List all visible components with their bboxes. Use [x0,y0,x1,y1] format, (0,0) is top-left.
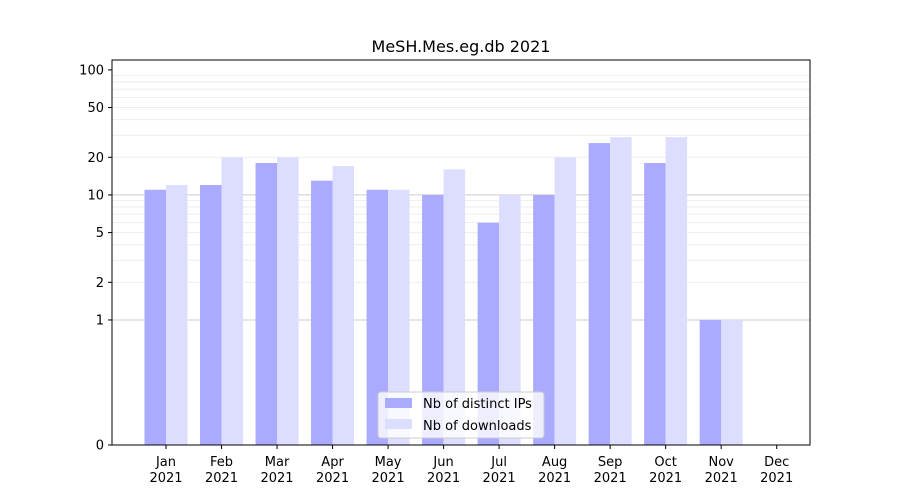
x-tick-label-year: 2021 [594,471,627,486]
bar-distinct-ips [699,319,722,445]
plot-frame [111,59,811,446]
bar-distinct-ips [588,143,611,445]
x-tick-label-year: 2021 [705,471,738,486]
legend-label-distinct-ips: Nb of distinct IPs [423,397,532,412]
x-tick-label-year: 2021 [372,471,405,486]
bar-downloads [166,185,188,445]
x-axis: Jan2021Feb2021Mar2021Apr2021May2021Jun20… [149,445,793,486]
y-tick-label: 0 [96,439,104,454]
x-tick-label-year: 2021 [538,471,571,486]
bar-downloads [721,319,743,445]
x-tick-label-month: Sep [598,455,623,470]
x-tick-label-month: Apr [321,455,344,470]
y-tick-label: 20 [87,151,104,166]
legend-box [377,391,545,439]
x-tick-label-year: 2021 [427,471,460,486]
bar-distinct-ips [477,222,500,445]
legend: Nb of distinct IPs Nb of downloads [377,391,545,439]
x-tick-label-year: 2021 [483,471,516,486]
legend-swatch-distinct-ips [385,398,412,408]
y-tick-label: 2 [96,276,104,291]
x-tick-label-month: Feb [210,455,233,470]
bar-distinct-ips [311,180,333,445]
bar-downloads [610,137,632,445]
bar-downloads [499,194,521,445]
chart-title: MeSH.Mes.eg.db 2021 [372,37,551,56]
bar-downloads [554,157,577,445]
y-tick-label: 1 [96,313,104,328]
x-tick-label-year: 2021 [205,471,238,486]
bar-distinct-ips [366,189,389,445]
y-tick-label: 10 [87,188,104,203]
y-tick-label: 50 [87,101,104,116]
bar-distinct-ips [644,163,666,445]
bar-distinct-ips [255,163,278,445]
x-tick-label-month: Nov [708,455,734,470]
bars-layer [144,137,743,445]
bar-distinct-ips [144,189,166,445]
bar-downloads [332,166,355,445]
legend-swatch-downloads [385,419,412,429]
x-tick-label-month: Aug [542,455,567,470]
bar-distinct-ips [200,185,222,445]
x-tick-label-year: 2021 [760,471,793,486]
bar-downloads [388,189,410,445]
legend-label-downloads: Nb of downloads [423,419,532,434]
y-axis: 0 1 2 5 10 20 50 100 [79,63,112,454]
bar-distinct-ips [533,194,555,445]
x-tick-label-year: 2021 [149,471,182,486]
x-tick-label-year: 2021 [260,471,293,486]
bar-distinct-ips [422,194,444,445]
x-tick-label-month: Dec [764,455,789,470]
y-tick-label: 100 [79,63,104,78]
x-tick-label-year: 2021 [649,471,682,486]
bar-downloads [665,137,688,445]
x-tick-label-month: May [375,455,402,470]
x-tick-label-month: Jan [155,455,176,470]
bar-downloads [277,157,299,445]
x-tick-label-month: Mar [265,455,290,470]
y-tick-label: 5 [96,226,104,241]
x-tick-label-month: Jun [432,455,453,470]
bar-downloads [443,169,466,445]
x-tick-label-month: Jul [490,455,507,470]
bar-downloads [221,157,244,445]
x-tick-label-month: Oct [654,455,676,470]
x-tick-label-year: 2021 [316,471,349,486]
